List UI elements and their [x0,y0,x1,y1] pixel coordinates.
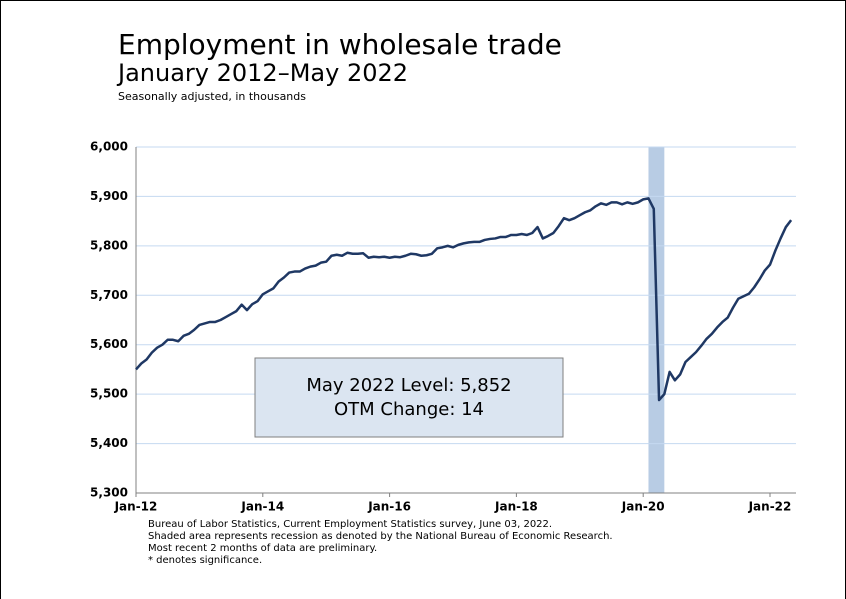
annotation-text: OTM Change: 14 [334,399,484,420]
y-tick-label: 6,000 [90,140,128,154]
y-tick-label: 5,800 [90,238,128,252]
chart-title: Employment in wholesale trade [118,28,562,61]
x-tick-label: Jan-18 [494,500,538,514]
x-tick-label: Jan-22 [748,500,792,514]
y-tick-label: 5,300 [90,486,128,500]
y-tick-label: 5,900 [90,189,128,203]
annotation-text: May 2022 Level: 5,852 [306,375,511,396]
x-tick-label: Jan-16 [367,500,411,514]
footnote: Most recent 2 months of data are prelimi… [148,543,377,554]
x-tick-label: Jan-14 [240,500,284,514]
y-tick-label: 5,700 [90,288,128,302]
annotation-box [254,357,564,438]
chart-subtitle: January 2012–May 2022 [116,59,408,87]
y-tick-label: 5,600 [90,337,128,351]
x-tick-label: Jan-20 [621,500,665,514]
footnote: * denotes significance. [148,555,262,566]
y-axis-label: Seasonally adjusted, in thousands [118,90,306,103]
y-tick-label: 5,500 [90,387,128,401]
x-tick-label: Jan-12 [114,500,158,514]
footnote: Shaded area represents recession as deno… [148,531,613,542]
footnote: Bureau of Labor Statistics, Current Empl… [148,519,552,530]
y-tick-label: 5,400 [90,436,128,450]
data-line [135,197,793,402]
